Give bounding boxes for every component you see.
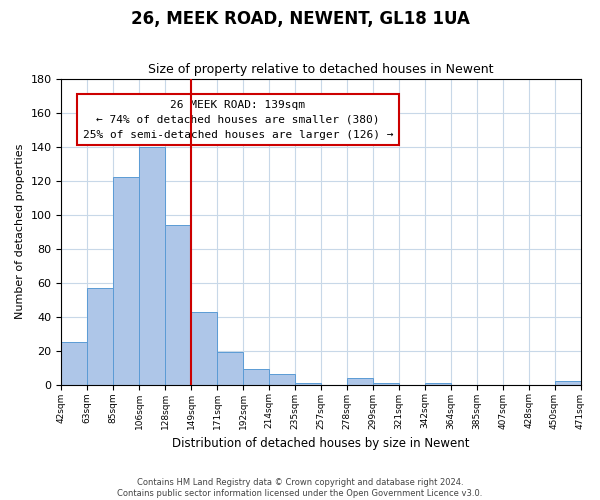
- Y-axis label: Number of detached properties: Number of detached properties: [15, 144, 25, 320]
- Bar: [554, 382, 581, 384]
- Bar: [243, 370, 269, 384]
- Bar: [191, 312, 217, 384]
- Text: Contains HM Land Registry data © Crown copyright and database right 2024.
Contai: Contains HM Land Registry data © Crown c…: [118, 478, 482, 498]
- Text: 26, MEEK ROAD, NEWENT, GL18 1UA: 26, MEEK ROAD, NEWENT, GL18 1UA: [131, 10, 469, 28]
- Bar: [295, 383, 321, 384]
- Bar: [165, 225, 191, 384]
- Bar: [217, 352, 243, 384]
- Bar: [61, 342, 88, 384]
- Bar: [113, 177, 139, 384]
- Bar: [425, 383, 451, 384]
- Bar: [347, 378, 373, 384]
- Bar: [373, 383, 399, 384]
- Bar: [269, 374, 295, 384]
- Bar: [139, 146, 165, 384]
- Text: 26 MEEK ROAD: 139sqm
← 74% of detached houses are smaller (380)
25% of semi-deta: 26 MEEK ROAD: 139sqm ← 74% of detached h…: [83, 100, 393, 140]
- Title: Size of property relative to detached houses in Newent: Size of property relative to detached ho…: [148, 63, 494, 76]
- Bar: [88, 288, 113, 384]
- X-axis label: Distribution of detached houses by size in Newent: Distribution of detached houses by size …: [172, 437, 470, 450]
